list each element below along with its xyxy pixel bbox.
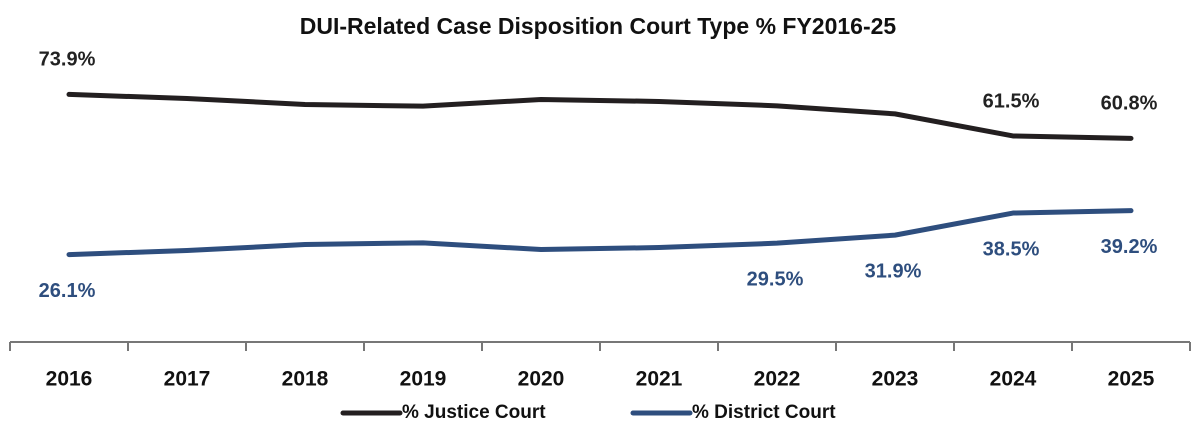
- x-tick-label: 2025: [1108, 368, 1155, 391]
- x-tick-label: 2022: [754, 368, 801, 391]
- series-line: [66, 208, 1134, 258]
- x-tick-label: 2020: [518, 368, 565, 391]
- data-label: 60.8%: [1101, 93, 1158, 115]
- data-label: 39.2%: [1101, 236, 1158, 258]
- series-line: [66, 91, 1134, 141]
- x-tick-label: 2016: [46, 368, 93, 391]
- x-tick-label: 2018: [282, 368, 329, 391]
- x-tick-label: 2023: [872, 368, 919, 391]
- chart-title: DUI-Related Case Disposition Court Type …: [300, 13, 897, 39]
- x-tick-label: 2021: [636, 368, 683, 391]
- x-tick-label: 2019: [400, 368, 447, 391]
- x-tick-label: 2024: [990, 368, 1037, 391]
- data-label: 61.5%: [983, 90, 1040, 112]
- x-tick-label: 2017: [164, 368, 211, 391]
- legend-label: % Justice Court: [402, 402, 546, 423]
- data-label: 29.5%: [747, 268, 804, 290]
- data-label: 31.9%: [865, 260, 922, 282]
- data-label: 38.5%: [983, 238, 1040, 260]
- data-label: 73.9%: [39, 49, 96, 71]
- legend-label: % District Court: [692, 402, 836, 423]
- data-label: 26.1%: [39, 280, 96, 302]
